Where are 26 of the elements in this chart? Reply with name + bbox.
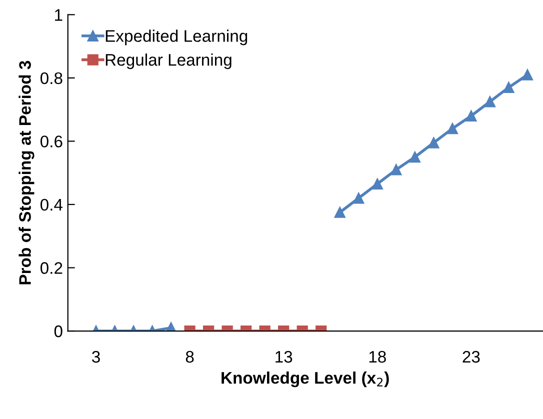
x-tick-label: 13 [276, 350, 292, 363]
point [484, 96, 496, 108]
point [353, 192, 364, 204]
y-tick-label: 0 [54, 325, 62, 338]
point [522, 69, 534, 80]
point [503, 82, 514, 93]
x-tick-label: 18 [369, 350, 386, 363]
legend-label: Regular Learning [106, 54, 232, 70]
point [372, 178, 383, 190]
y-axis-title: Prob of Stopping at Period 3 [18, 60, 34, 284]
x-tick-label: 8 [186, 350, 194, 363]
point [409, 151, 420, 163]
y-tick-label: 0.6 [40, 136, 62, 148]
y-tick-label: 0.8 [40, 72, 62, 84]
y-tick-label: 0.4 [40, 198, 63, 211]
x-tick-label: 23 [462, 350, 480, 363]
point [466, 110, 477, 122]
point [334, 206, 346, 218]
x-tick-label: 3 [92, 350, 100, 363]
point [390, 164, 402, 176]
legend-label: Expedited Learning [106, 30, 248, 46]
point [428, 137, 440, 148]
x-axis-title: Knowledge Level (x$_{2}$) [222, 372, 389, 388]
y-tick-label: 1 [55, 9, 62, 21]
point [446, 122, 458, 134]
y-tick-label: 0.2 [40, 262, 62, 274]
